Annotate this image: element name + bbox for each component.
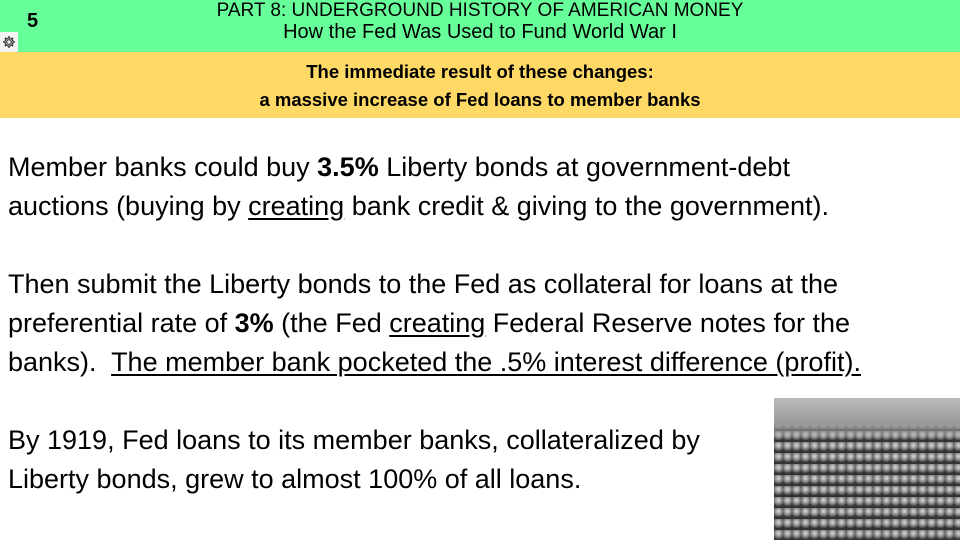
series-title: PART 8: UNDERGROUND HISTORY OF AMERICAN … [216, 0, 744, 21]
photo-image [774, 398, 960, 540]
bold-rate: 3.5% [317, 152, 379, 182]
text: Member banks could buy [8, 152, 318, 182]
text: auctions (buying by [8, 191, 249, 221]
slide-number: 5 [27, 10, 39, 32]
text: Then submit the Liberty bonds to the Fed… [8, 269, 838, 299]
slide-title: How the Fed Was Used to Fund World War I [283, 21, 677, 43]
bold-rate: 3% [234, 308, 274, 338]
subtitle-band: The immediate result of these changes: a… [0, 52, 960, 118]
paragraph-1: Member banks could buy 3.5% Liberty bond… [8, 148, 861, 226]
munitions-factory-photo [767, 391, 960, 540]
paragraph-2: Then submit the Liberty bonds to the Fed… [8, 265, 861, 382]
text: bank credit & giving to the government). [344, 191, 829, 221]
text: (the Fed [273, 308, 390, 338]
text: Liberty bonds at government-debt [378, 152, 790, 182]
subtitle-line-2: a massive increase of Fed loans to membe… [259, 89, 701, 110]
paragraph-3: By 1919, Fed loans to its member banks, … [8, 421, 861, 499]
underlined-word: creating [389, 308, 486, 338]
text: preferential rate of [8, 308, 235, 338]
text: Federal Reserve notes for the [485, 308, 850, 338]
text: banks). [8, 347, 112, 377]
text: By 1919, Fed loans to its member banks, … [8, 425, 700, 455]
slide-body: Member banks could buy 3.5% Liberty bond… [8, 148, 861, 538]
text: Liberty bonds, grew to almost 100% of al… [8, 464, 582, 494]
underlined-word: creating [248, 191, 345, 221]
header-bar: 5 PART 8: UNDERGROUND HISTORY OF AMERICA… [0, 0, 960, 52]
subtitle-line-1: The immediate result of these changes: [306, 61, 654, 82]
gear-icon[interactable] [0, 32, 18, 52]
underlined-sentence: The member bank pocketed the .5% interes… [111, 347, 861, 377]
